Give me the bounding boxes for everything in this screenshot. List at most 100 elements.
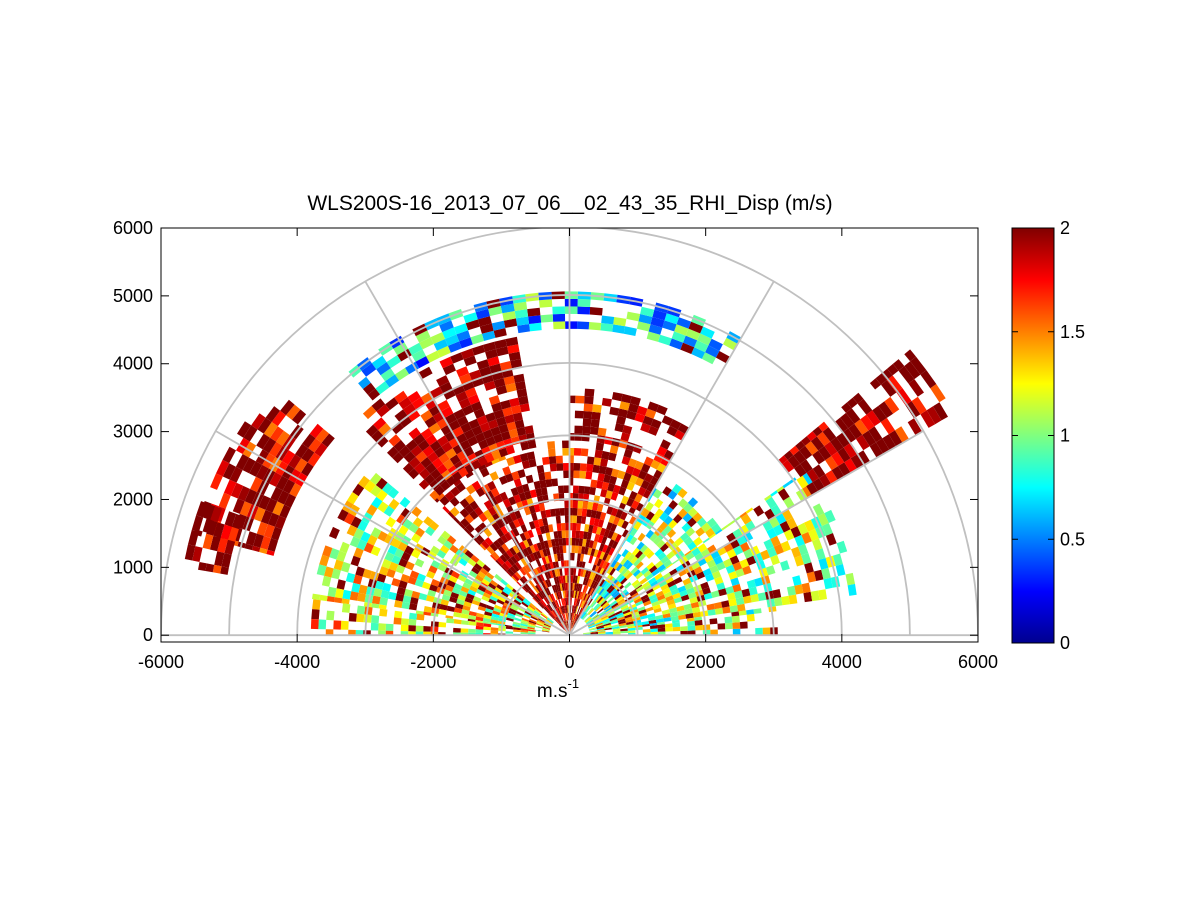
rhi-cell (666, 563, 673, 569)
rhi-cell (856, 434, 870, 451)
rhi-cell (563, 485, 570, 493)
rhi-cell (766, 527, 777, 539)
rhi-cell (446, 605, 455, 612)
rhi-cell (567, 620, 569, 628)
y-tick-label: 5000 (113, 286, 153, 306)
rhi-cell (596, 627, 605, 631)
rhi-cell (355, 566, 365, 577)
rhi-cell (509, 547, 517, 556)
rhi-cell (671, 331, 686, 343)
rhi-cell (295, 443, 309, 459)
rhi-cell (491, 551, 500, 560)
rhi-cell (618, 575, 626, 583)
rhi-cell (673, 596, 683, 604)
rhi-cell (540, 590, 547, 598)
rhi-cell (743, 548, 754, 559)
rhi-cell (477, 456, 488, 467)
rhi-cell (701, 352, 716, 365)
rhi-cell (629, 474, 638, 484)
rhi-cell (717, 623, 726, 630)
rhi-cell (548, 613, 554, 620)
rhi-cell (507, 557, 515, 566)
rhi-cell (255, 464, 269, 481)
rhi-cell (660, 583, 669, 591)
rhi-cell (666, 550, 676, 560)
rhi-cell (572, 582, 575, 591)
rhi-cell (609, 588, 617, 596)
rhi-cell (555, 617, 561, 624)
rhi-cell (672, 592, 681, 600)
rhi-cell (652, 489, 663, 499)
rhi-cell (841, 402, 852, 413)
rhi-cell (812, 478, 825, 492)
rhi-cell (529, 589, 537, 597)
rhi-cell (636, 405, 648, 416)
rhi-cell (528, 631, 536, 634)
rhi-cell (541, 630, 550, 633)
rhi-cell (477, 605, 486, 612)
rhi-cell (615, 612, 624, 617)
rhi-cell (594, 618, 602, 624)
rhi-cell (587, 587, 593, 595)
rhi-cell (558, 599, 562, 607)
rhi-cell (391, 555, 402, 565)
rhi-cell (854, 419, 869, 435)
rhi-cell (674, 324, 689, 336)
rhi-cell (642, 415, 654, 426)
rhi-cell (587, 501, 594, 510)
rhi-cell (563, 560, 567, 568)
rhi-cell (930, 384, 946, 403)
rhi-cell (269, 441, 283, 458)
rhi-cell (838, 462, 851, 477)
rhi-cell (666, 425, 678, 437)
rhi-cell (250, 476, 263, 493)
rhi-cell (832, 553, 843, 566)
rhi-cell (645, 511, 655, 521)
rhi-cell (505, 549, 514, 558)
rhi-cell (772, 589, 782, 599)
rhi-cell (563, 605, 567, 614)
rhi-cell (571, 552, 575, 561)
rhi-cell (381, 558, 392, 569)
rhi-cell (691, 347, 706, 359)
rhi-cell (410, 549, 421, 559)
rhi-cell (678, 508, 688, 519)
rhi-cell (539, 600, 546, 608)
rhi-cell (649, 622, 658, 626)
rhi-cell (454, 607, 463, 614)
rhi-cell (683, 536, 694, 546)
rhi-cell (462, 605, 471, 611)
rhi-cell (664, 313, 679, 325)
rhi-cell (896, 388, 912, 406)
rhi-cell (483, 623, 492, 628)
rhi-cell (544, 622, 552, 627)
rhi-cell (545, 532, 551, 541)
rhi-cell (794, 584, 804, 595)
rhi-cell (558, 538, 563, 546)
rhi-cell (651, 568, 660, 577)
rhi-cell (848, 423, 863, 439)
rhi-cell (403, 403, 416, 416)
rhi-cell (229, 466, 243, 483)
rhi-cell (342, 589, 352, 600)
rhi-cell (735, 597, 745, 606)
rhi-cell (595, 510, 602, 520)
rhi-cell (801, 553, 812, 565)
rhi-cell (505, 445, 515, 455)
rhi-cell (334, 588, 344, 599)
rhi-cell (512, 545, 520, 554)
rhi-cell (595, 621, 603, 626)
rhi-cell (582, 613, 589, 620)
rhi-cell (566, 605, 568, 613)
rhi-cell (464, 578, 473, 586)
rhi-cell (558, 607, 562, 615)
rhi-cell (583, 411, 593, 420)
rhi-cell (530, 615, 538, 621)
rhi-cell (641, 508, 650, 518)
rhi-cell (455, 391, 468, 403)
rhi-cell (537, 619, 545, 624)
rhi-cell (439, 495, 450, 506)
rhi-cell (680, 594, 690, 602)
rhi-cell (692, 611, 701, 618)
rhi-cell (680, 532, 690, 542)
